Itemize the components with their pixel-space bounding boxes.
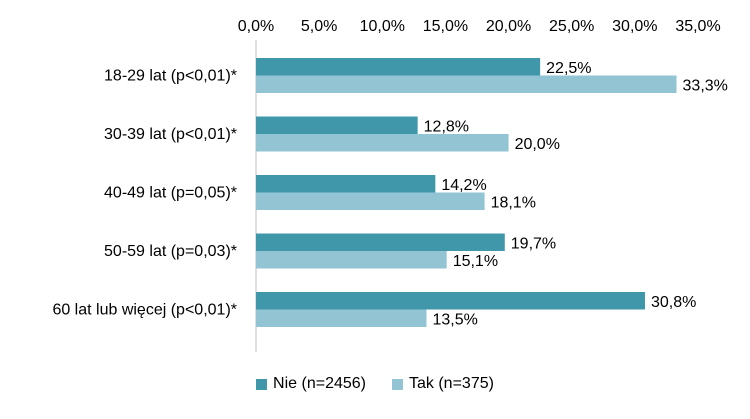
data-label: 12,8% [424,118,469,135]
x-tick-label: 20,0% [486,18,531,35]
category-label: 30-39 lat (p<0,01)* [104,126,237,143]
legend-label-nie: Nie (n=2456) [273,375,366,392]
x-tick-label: 25,0% [549,18,594,35]
x-tick-label: 35,0% [675,18,720,35]
data-label: 13,5% [432,311,477,328]
legend: Nie (n=2456) Tak (n=375) [0,375,750,393]
x-tick-label: 0,0% [238,18,274,35]
bar-tak [256,192,485,210]
legend-swatch-nie [256,378,268,390]
category-label: 40-49 lat (p=0,05)* [104,185,237,202]
legend-swatch-tak [392,378,403,390]
legend-item-nie: Nie (n=2456) [256,375,366,393]
data-label: 14,2% [441,177,486,194]
category-label: 60 lat lub więcej (p<0,01)* [52,302,237,319]
x-tick-label: 5,0% [301,18,337,35]
data-label: 22,5% [546,60,591,77]
bar-tak [256,75,677,93]
category-label: 50-59 lat (p=0,03)* [104,243,237,260]
category-label: 18-29 lat (p<0,01)* [104,68,237,85]
data-label: 15,1% [453,253,498,270]
legend-item-tak: Tak (n=375) [392,375,494,393]
legend-label-tak: Tak (n=375) [409,375,494,392]
data-label: 20,0% [515,136,560,153]
data-label: 19,7% [511,235,556,252]
bar-nie [256,233,505,251]
data-label: 33,3% [683,77,728,94]
x-tick-label: 10,0% [360,18,405,35]
bar-nie [256,58,541,76]
bar-nie [256,175,436,193]
bar-tak [256,134,509,152]
bar-nie [256,292,645,310]
data-label: 18,1% [491,194,536,211]
data-label: 30,8% [651,294,696,311]
x-tick-label: 30,0% [612,18,657,35]
bar-tak [256,251,447,269]
x-tick-label: 15,0% [423,18,468,35]
bar-nie [256,116,418,134]
bar-tak [256,309,427,327]
